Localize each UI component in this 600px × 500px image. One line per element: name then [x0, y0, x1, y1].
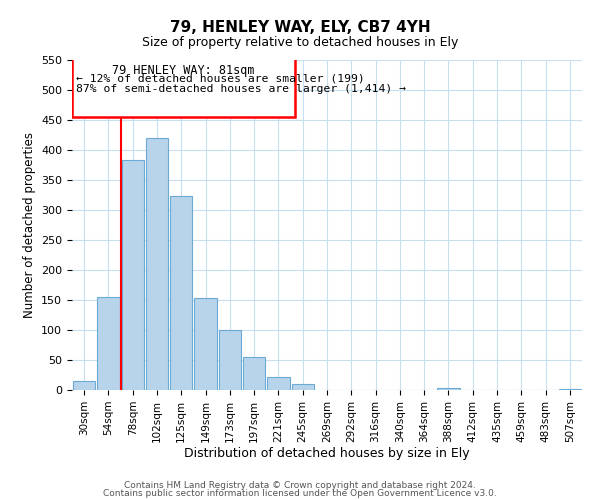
Bar: [170, 196, 193, 390]
Text: 79, HENLEY WAY, ELY, CB7 4YH: 79, HENLEY WAY, ELY, CB7 4YH: [170, 20, 430, 35]
Text: Contains HM Land Registry data © Crown copyright and database right 2024.: Contains HM Land Registry data © Crown c…: [124, 480, 476, 490]
Text: Size of property relative to detached houses in Ely: Size of property relative to detached ho…: [142, 36, 458, 49]
FancyBboxPatch shape: [72, 57, 295, 117]
Text: ← 12% of detached houses are smaller (199): ← 12% of detached houses are smaller (19…: [76, 74, 364, 84]
Bar: [97, 297, 119, 390]
Bar: [218, 330, 241, 390]
Text: 79 HENLEY WAY: 81sqm: 79 HENLEY WAY: 81sqm: [112, 64, 255, 77]
Text: 87% of semi-detached houses are larger (1,414) →: 87% of semi-detached houses are larger (…: [76, 84, 406, 94]
Bar: [559, 389, 581, 390]
Bar: [194, 298, 217, 390]
Bar: [243, 357, 265, 390]
Bar: [122, 160, 144, 390]
Y-axis label: Number of detached properties: Number of detached properties: [23, 132, 35, 318]
Bar: [292, 384, 314, 390]
Bar: [73, 381, 95, 390]
Bar: [267, 377, 290, 390]
Bar: [146, 138, 168, 390]
Text: Contains public sector information licensed under the Open Government Licence v3: Contains public sector information licen…: [103, 489, 497, 498]
Bar: [437, 388, 460, 390]
X-axis label: Distribution of detached houses by size in Ely: Distribution of detached houses by size …: [184, 448, 470, 460]
